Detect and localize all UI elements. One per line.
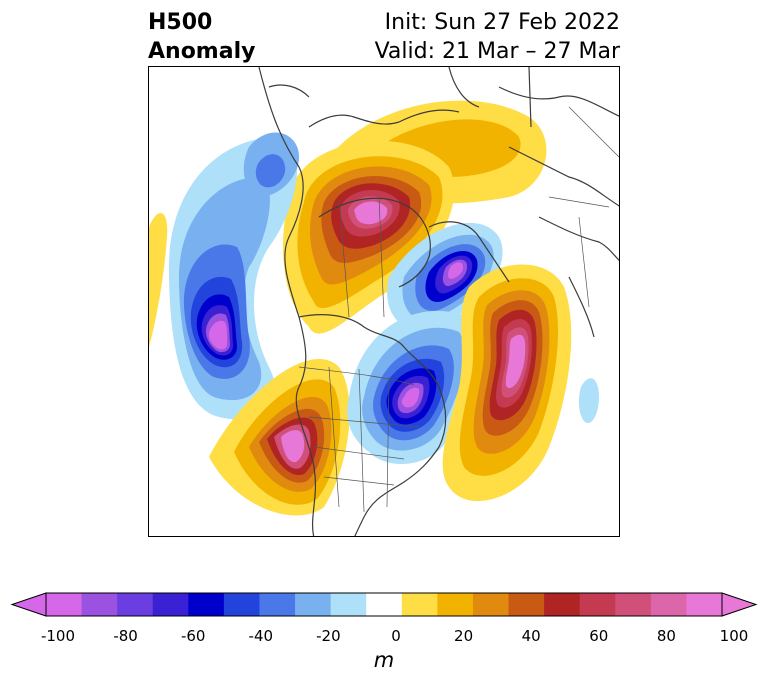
colorbar-tick-label: -80: [113, 627, 138, 645]
trough-east-atlantic-small: [578, 378, 599, 424]
colorbar-tick-label: 0: [391, 627, 401, 645]
title-field: Anomaly: [148, 39, 256, 64]
political-borders: [298, 106, 619, 513]
trough-east-pacific: [169, 137, 298, 420]
colorbar-tick-label: 60: [589, 627, 609, 645]
ridge-north-atlantic: [442, 264, 572, 502]
colorbar-outline: [45, 592, 723, 617]
anomaly-map: [148, 66, 620, 537]
colorbar-cell: [152, 593, 189, 616]
init-date: Init: Sun 27 Feb 2022: [384, 10, 620, 35]
colorbar-tick-label: 20: [454, 627, 474, 645]
colorbar-cell: [81, 593, 118, 616]
colorbar-cell: [366, 593, 403, 616]
ridge-hudson-bay: [283, 140, 455, 334]
trough-alaska: [243, 132, 299, 197]
colorbar-cell: [295, 593, 332, 616]
valid-range: Valid: 21 Mar – 27 Mar: [374, 39, 620, 64]
title-variable: H500: [148, 10, 213, 35]
map-title: H500 Anomaly: [148, 8, 255, 66]
colorbar-cell: [401, 593, 438, 616]
colorbar-cell: [188, 593, 225, 616]
colorbar-underflow-arrow: [10, 592, 47, 617]
map-dates: Init: Sun 27 Feb 2022 Valid: 21 Mar – 27…: [375, 8, 620, 66]
colorbar-tick-label: -100: [40, 627, 76, 645]
colorbar-tick-label: -60: [180, 627, 206, 645]
colorbar-tick-label: 100: [719, 627, 749, 645]
colorbar-cell: [472, 593, 510, 616]
colorbar-units: m: [373, 648, 395, 672]
colorbar-tick-label: 80: [656, 627, 676, 645]
colorbar-cell: [117, 593, 154, 616]
colorbar-cell: [686, 593, 723, 616]
ridge-west-edge: [149, 213, 168, 347]
colorbar: [10, 592, 758, 617]
colorbar-cell: [508, 593, 545, 616]
colorbar-tick-label: -40: [248, 627, 274, 645]
colorbar-cell: [330, 593, 367, 616]
colorbar-cell: [259, 593, 296, 616]
colorbar-tick-label: -20: [316, 627, 341, 645]
colorbar-cell: [223, 593, 260, 616]
colorbar-cell: [650, 593, 687, 616]
colorbar-cell: [615, 593, 652, 616]
colorbar-tick-label: 40: [521, 627, 541, 645]
coastlines: [258, 67, 619, 536]
colorbar-cell: [579, 593, 616, 616]
colorbar-overflow-arrow: [721, 592, 758, 617]
colorbar-cell: [437, 593, 474, 616]
trough-greenland: [387, 222, 503, 332]
colorbar-cell: [544, 593, 581, 616]
colorbar-cell: [46, 593, 83, 616]
